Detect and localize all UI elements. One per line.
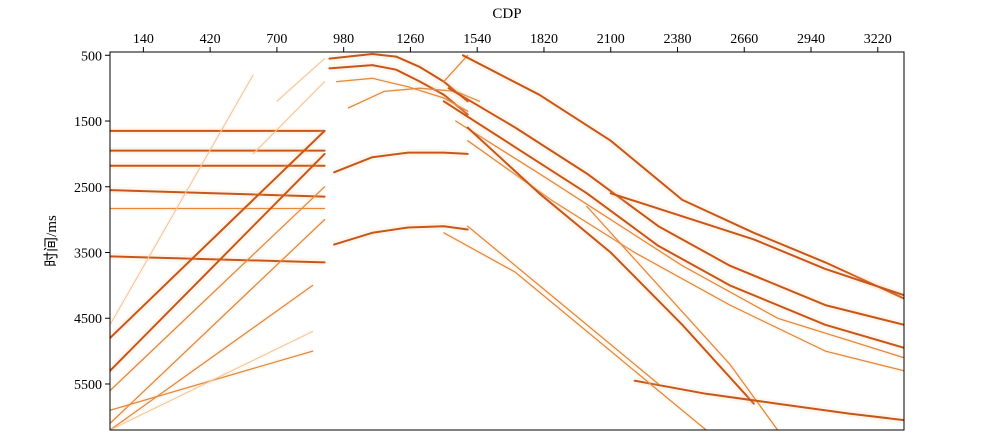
reflection-halo-steep-2 (446, 85, 904, 329)
reflection-dipping-6 (110, 74, 254, 326)
reflection-deep-1 (633, 379, 904, 422)
reflection-anticline-top (328, 53, 469, 103)
reflection-dipping-1 (110, 129, 326, 339)
reflection-crossing-2 (586, 205, 779, 430)
y-tick-label: 2500 (74, 181, 102, 196)
y-tick-label: 5500 (74, 378, 102, 393)
reflection-crossing-1 (609, 192, 904, 297)
reflection-anticline-5 (333, 225, 469, 246)
y-axis-ticks: 500 1500 2500 3500 4500 5500 (74, 49, 110, 393)
reflection-left-limb-1 (276, 58, 326, 102)
x-tick-label: 1260 (396, 32, 424, 47)
y-tick-label: 3500 (74, 247, 102, 262)
y-tick-label: 1500 (74, 115, 102, 130)
x-tick-label: 140 (133, 32, 154, 47)
x-tick-label: 1820 (530, 32, 558, 47)
reflection-flat-reflector-4 (110, 189, 326, 198)
reflection-ramp-1 (443, 54, 469, 83)
x-tick-label: 420 (200, 32, 221, 47)
reflection-anticline-4 (333, 151, 469, 174)
x-tick-label: 3220 (864, 32, 892, 47)
x-tick-label: 700 (266, 32, 287, 47)
reflection-deep-3 (443, 232, 707, 430)
x-tick-label: 980 (333, 32, 354, 47)
reflection-steep-4 (455, 120, 904, 359)
reflection-anticline-3 (335, 77, 469, 112)
x-axis-ticks: 140 420 700 980 1260 1540 1820 2100 2380 2660 2940… (133, 32, 892, 52)
reflection-halo-steep-6 (465, 125, 757, 407)
x-tick-label: 2940 (797, 32, 825, 47)
reflection-anticline-2 (328, 64, 469, 116)
x-tick-label: 2660 (730, 32, 758, 47)
reflection-dipping-5 (110, 284, 314, 430)
reflection-dipping-2 (110, 152, 326, 372)
y-tick-label: 500 (81, 49, 102, 64)
reflection-dipping-4 (110, 218, 326, 425)
x-axis-title: CDP (492, 6, 521, 22)
reflection-steep-2 (447, 87, 904, 326)
reflection-dipping-3 (110, 186, 326, 392)
reflection-halo-anticline-4 (332, 149, 468, 176)
reflection-steep-6 (466, 126, 755, 405)
reflection-deep-2 (467, 225, 660, 385)
y-axis-title: 时间/ms (43, 215, 60, 267)
reflection-left-limb-2 (252, 81, 326, 155)
reflection-steep-5 (467, 140, 904, 372)
x-tick-label: 2100 (597, 32, 625, 47)
x-tick-label: 1540 (463, 32, 491, 47)
reflection-flat-reflector-6 (110, 255, 326, 264)
reflection-steep-1 (461, 54, 904, 300)
reflection-steep-3 (442, 100, 904, 349)
plot-frame (109, 51, 905, 431)
reflection-halo-deep-3 (442, 230, 708, 430)
reflection-halo-deep-1 (633, 377, 904, 424)
y-tick-label: 4500 (74, 312, 102, 327)
reflection-diffraction-1 (347, 87, 481, 109)
reflection-dipping-8 (110, 330, 314, 430)
x-tick-label: 2380 (663, 32, 691, 47)
reflection-events (110, 52, 904, 430)
